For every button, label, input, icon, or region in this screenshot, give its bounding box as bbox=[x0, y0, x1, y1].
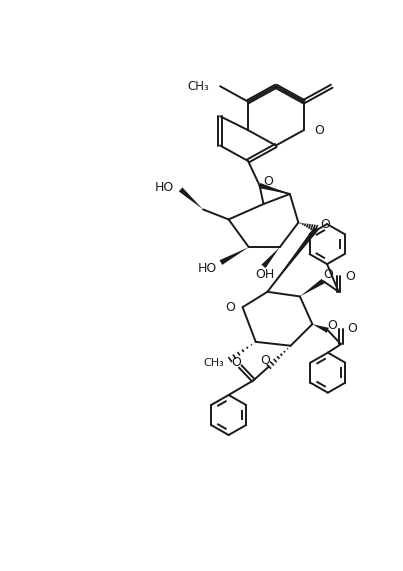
Text: O: O bbox=[323, 268, 333, 282]
Text: HO: HO bbox=[198, 262, 217, 275]
Text: O: O bbox=[231, 356, 241, 369]
Polygon shape bbox=[312, 324, 329, 333]
Polygon shape bbox=[262, 247, 280, 268]
Text: CH₃: CH₃ bbox=[203, 357, 224, 368]
Polygon shape bbox=[220, 247, 249, 265]
Text: O: O bbox=[320, 218, 330, 231]
Text: O: O bbox=[225, 301, 235, 313]
Text: O: O bbox=[345, 270, 355, 283]
Text: O: O bbox=[347, 322, 357, 335]
Polygon shape bbox=[267, 227, 318, 292]
Polygon shape bbox=[259, 183, 290, 194]
Text: O: O bbox=[314, 123, 324, 136]
Polygon shape bbox=[179, 187, 203, 210]
Text: OH: OH bbox=[256, 268, 275, 280]
Text: HO: HO bbox=[155, 180, 174, 194]
Text: CH₃: CH₃ bbox=[187, 80, 209, 93]
Text: O: O bbox=[264, 175, 273, 188]
Polygon shape bbox=[300, 279, 325, 296]
Text: O: O bbox=[260, 354, 270, 367]
Text: O: O bbox=[328, 319, 337, 332]
